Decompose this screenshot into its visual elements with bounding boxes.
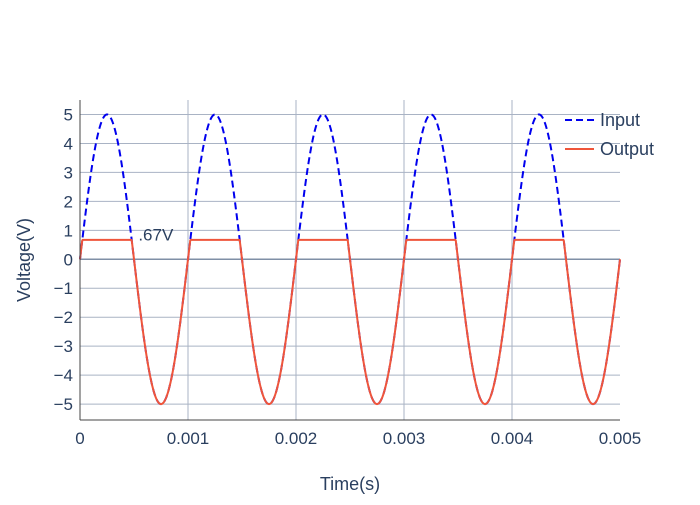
y-axis-title: Voltage(V) [14, 218, 34, 302]
y-tick-label: 4 [64, 134, 73, 153]
y-tick-label: −5 [54, 395, 73, 414]
x-tick-label: 0.001 [167, 429, 210, 448]
x-tick-label: 0.004 [491, 429, 534, 448]
annotations: .67V [138, 226, 174, 245]
y-tick-label: 2 [64, 192, 73, 211]
y-tick-label: 5 [64, 105, 73, 124]
x-tick-label: 0.005 [599, 429, 642, 448]
legend-label: Input [600, 110, 640, 130]
legend[interactable]: Input Output [565, 110, 654, 159]
annotation-label: .67V [138, 226, 174, 245]
y-tick-label: −1 [54, 279, 73, 298]
axes [79, 100, 620, 421]
x-tick-label: 0 [75, 429, 84, 448]
y-tick-label: 0 [64, 250, 73, 269]
y-tick-label: −4 [54, 366, 73, 385]
x-tick-label: 0.003 [383, 429, 426, 448]
series-output-line [79, 238, 621, 406]
y-tick-label: 3 [64, 163, 73, 182]
series-layer [79, 113, 621, 406]
x-axis-title: Time(s) [320, 474, 380, 494]
y-tick-label: −2 [54, 308, 73, 327]
y-tick-label: 1 [64, 221, 73, 240]
legend-label: Output [600, 139, 654, 159]
legend-item-input[interactable]: Input [565, 110, 640, 130]
y-tick-label: −3 [54, 337, 73, 356]
legend-item-output[interactable]: Output [565, 139, 654, 159]
x-tick-label: 0.002 [275, 429, 318, 448]
